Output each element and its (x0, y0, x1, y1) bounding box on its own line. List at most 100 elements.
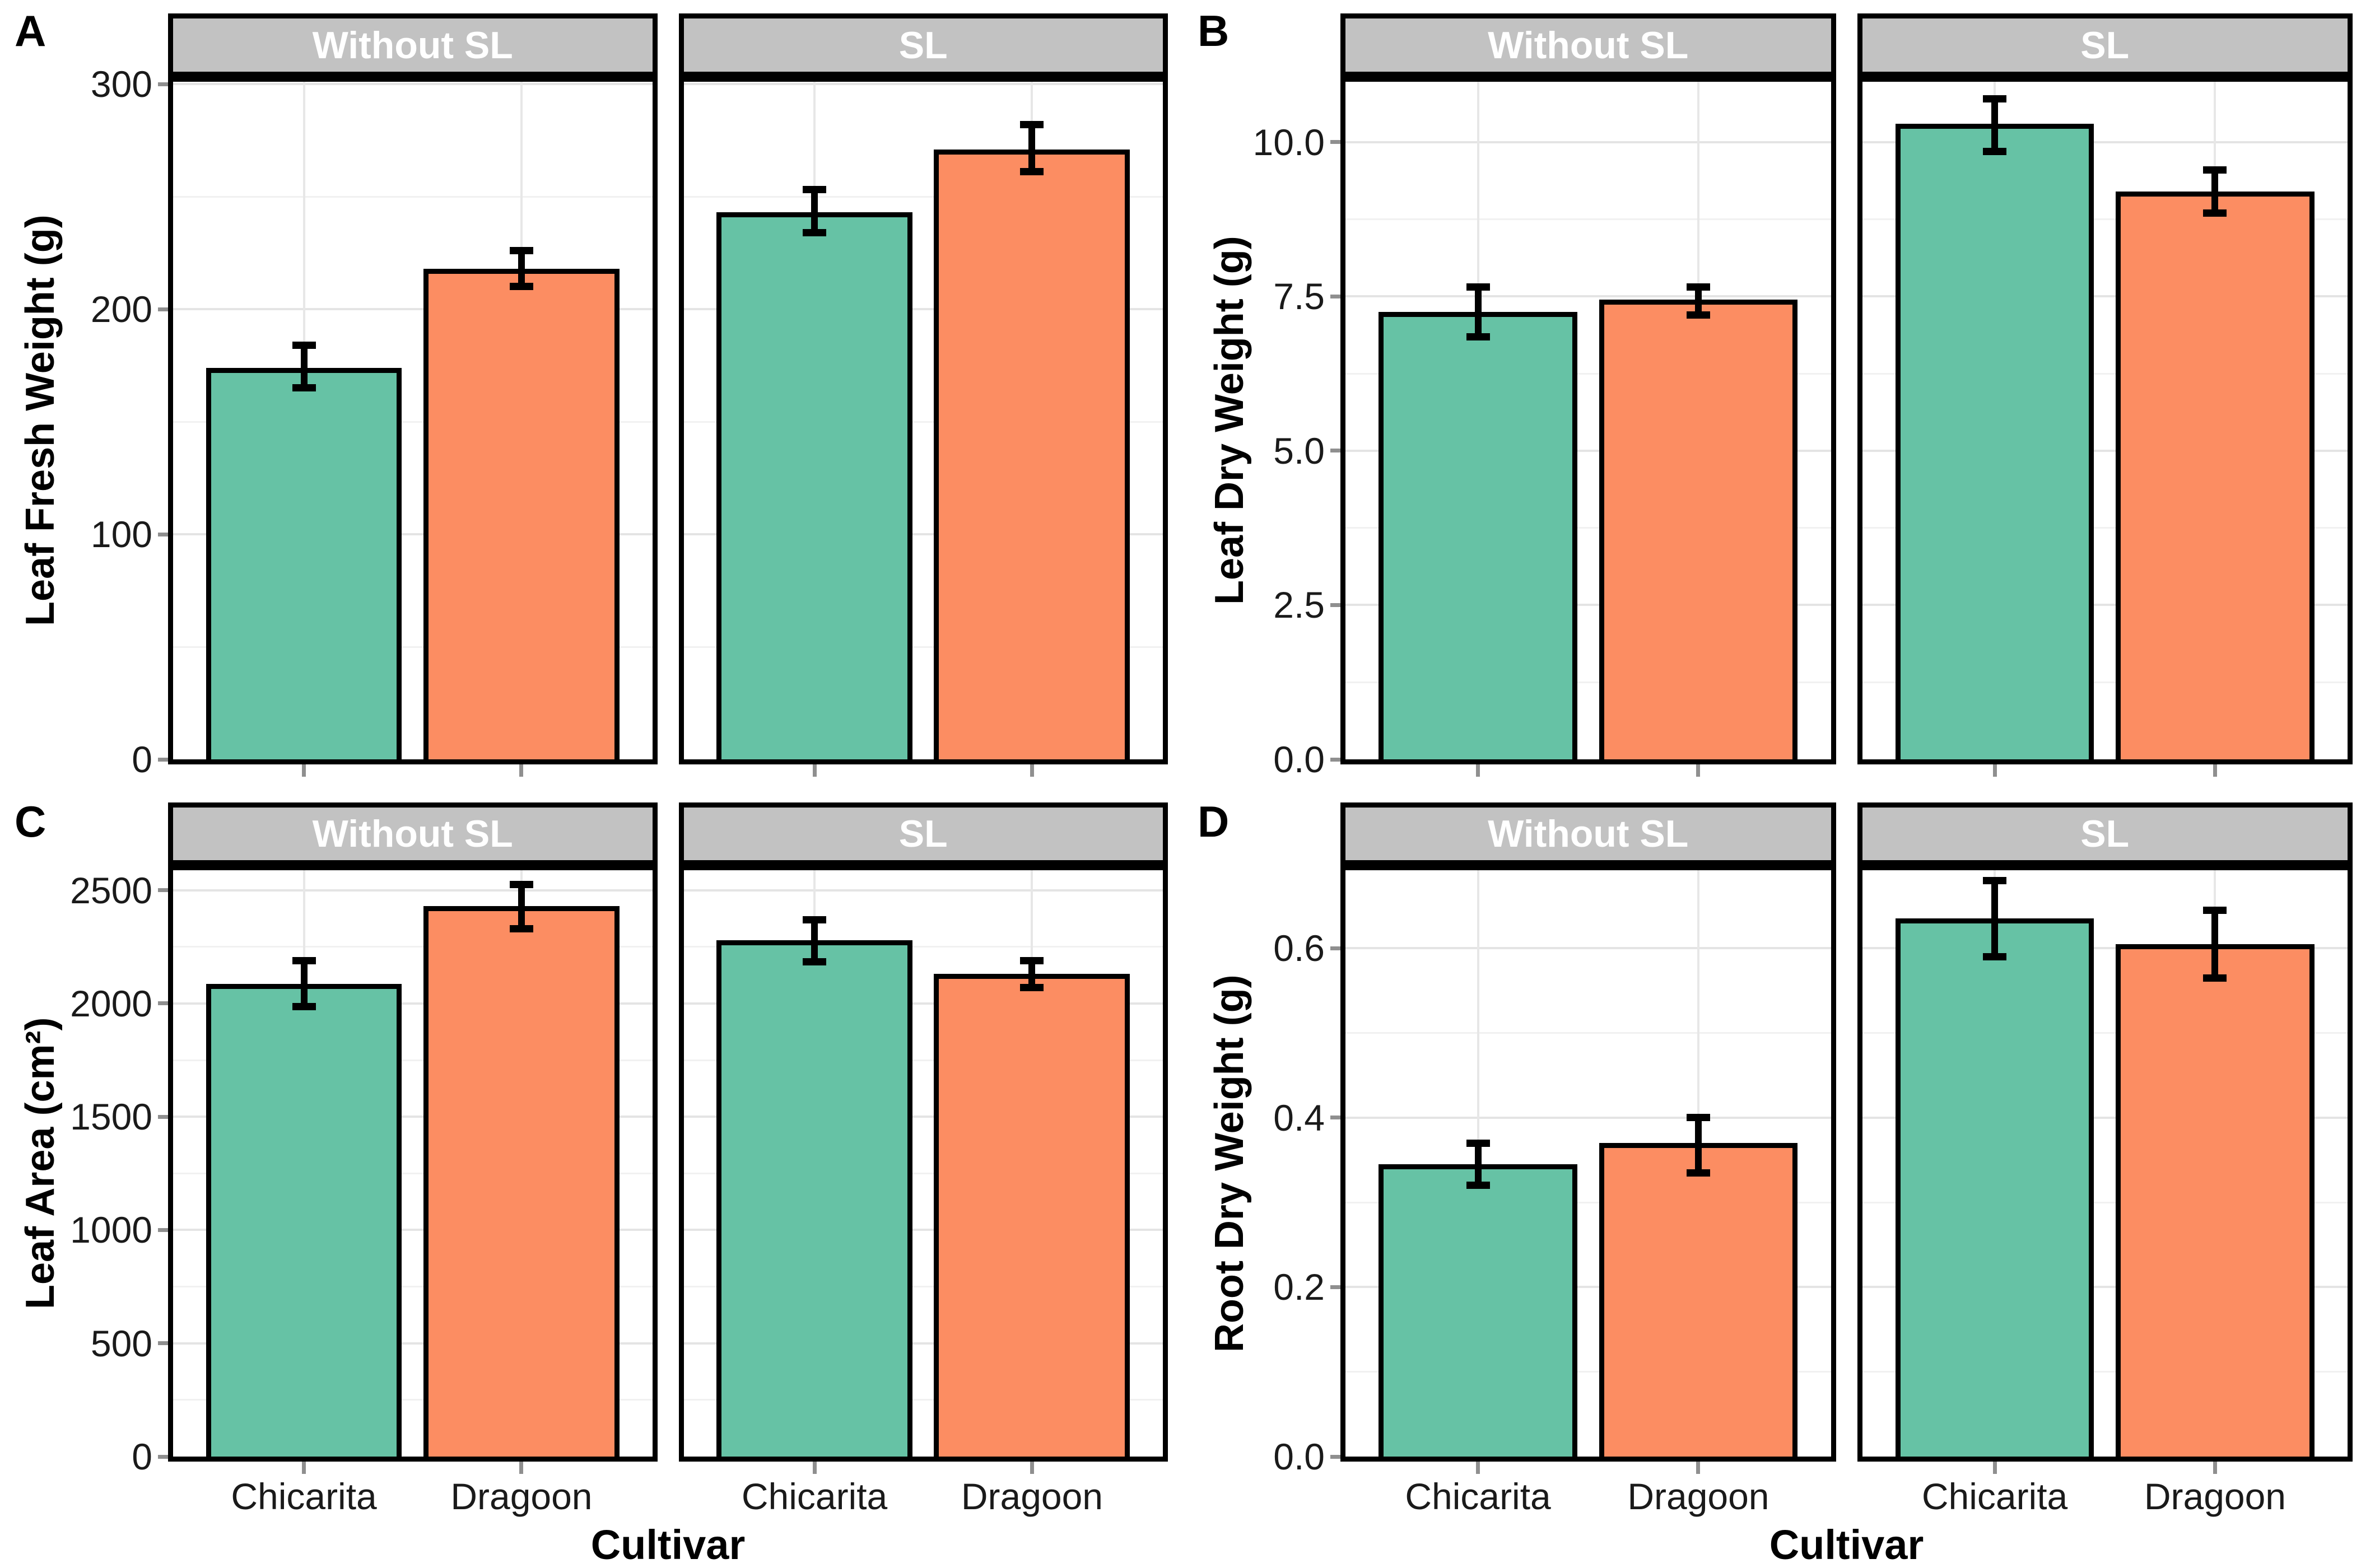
y-tick-mark (1330, 1285, 1340, 1289)
major-gridline (173, 1116, 653, 1118)
facet-strip-label: SL (2080, 813, 2130, 855)
error-bar-cap-bottom (803, 958, 827, 965)
major-gridline (683, 1002, 1163, 1005)
error-bar-cap-bottom (292, 1003, 316, 1011)
minor-gridline (173, 1286, 653, 1288)
panel-d-x-axis-title: Cultivar (1769, 1522, 1924, 1568)
error-bar-cap-top (292, 341, 316, 349)
panel-d-plot-without-sl (1340, 865, 1836, 1462)
minor-gridline (173, 1059, 653, 1061)
error-bar-cap-bottom (292, 384, 316, 392)
panel-c-plot-without-sl (168, 865, 658, 1462)
panel-d-plot-sl (1857, 865, 2353, 1462)
minor-gridline (173, 1172, 653, 1174)
minor-gridline (173, 421, 653, 423)
bar-dragoon-sl (2116, 192, 2315, 759)
major-gridline (1862, 295, 2348, 298)
error-bar-stem (1474, 1143, 1482, 1186)
facet-strip-without-sl: Without SL (168, 802, 658, 865)
x-tick-mark (302, 1462, 306, 1474)
y-tick-label: 200 (90, 288, 152, 330)
major-gridline (173, 889, 653, 892)
minor-gridline (1345, 527, 1831, 529)
facet-strip-sl: SL (1857, 13, 2353, 77)
facet-strip-without-sl: Without SL (1340, 802, 1836, 865)
y-tick-label: 0.6 (1273, 927, 1325, 969)
error-bar-cap-bottom (2203, 209, 2227, 217)
y-tick-label: 10.0 (1252, 121, 1325, 163)
error-bar-cap-top (1983, 95, 2007, 103)
facet-strip-label: SL (898, 24, 948, 67)
error-bar-stem (2211, 910, 2219, 978)
x-tick-mark (812, 1462, 817, 1474)
bar-dragoon-sl (2116, 944, 2315, 1457)
error-bar-cap-bottom (1466, 333, 1490, 340)
major-gridline (173, 1229, 653, 1231)
minor-gridline (173, 195, 653, 198)
x-tick-mark (1476, 764, 1480, 777)
minor-gridline (683, 946, 1163, 948)
y-tick-label: 0.0 (1273, 1436, 1325, 1477)
plot-area (1862, 870, 2348, 1457)
y-tick-mark (158, 1454, 168, 1459)
error-bar-stem (1991, 880, 1999, 957)
minor-gridline (683, 1399, 1163, 1401)
error-bar-stem (1474, 287, 1482, 337)
error-bar-stem (300, 345, 308, 388)
facet-strip-label: Without SL (1488, 813, 1689, 855)
minor-gridline (1862, 218, 2348, 221)
y-tick-label: 1000 (70, 1209, 152, 1251)
facet-strip-sl: SL (678, 13, 1168, 77)
y-tick-mark (158, 1114, 168, 1119)
facet-strip-without-sl: Without SL (168, 13, 658, 77)
error-bar-cap-top (1686, 283, 1710, 291)
facet-strip-label: SL (898, 813, 948, 855)
facet-strip-sl: SL (678, 802, 1168, 865)
minor-gridline (683, 1059, 1163, 1061)
y-tick-mark (1330, 140, 1340, 144)
x-tick-mark (519, 1462, 524, 1474)
panel-d-letter: D (1198, 797, 1230, 846)
y-tick-label: 7.5 (1273, 276, 1325, 318)
major-gridline (1345, 449, 1831, 452)
minor-gridline (683, 1286, 1163, 1288)
y-tick-label: 0 (132, 1436, 152, 1477)
error-bar-cap-top (292, 956, 316, 964)
minor-gridline (683, 1172, 1163, 1174)
error-bar-stem (1991, 99, 1999, 152)
error-bar-cap-bottom (1686, 311, 1710, 319)
bar-dragoon-without-sl (1599, 300, 1798, 759)
y-tick-mark (158, 757, 168, 762)
panel-b-plot-sl (1857, 77, 2353, 764)
error-bar-stem (1694, 287, 1702, 315)
panel-a-plot-sl (678, 77, 1168, 764)
error-bar-stem (300, 960, 308, 1007)
major-gridline (1862, 449, 2348, 452)
bar-chicarita-without-sl (206, 367, 402, 759)
panel-c-x-axis-title: Cultivar (590, 1522, 746, 1568)
bar-dragoon-without-sl (423, 906, 620, 1457)
plot-area (173, 82, 653, 759)
minor-gridline (683, 421, 1163, 423)
major-gridline (683, 889, 1163, 892)
error-bar-cap-bottom (803, 228, 827, 236)
y-tick-label: 0.4 (1273, 1096, 1325, 1138)
minor-gridline (1862, 1201, 2348, 1203)
x-tick-mark (1030, 764, 1034, 777)
bar-chicarita-sl (716, 212, 912, 759)
error-bar-cap-top (2203, 906, 2227, 914)
y-tick-mark (1330, 757, 1340, 762)
y-tick-mark (1330, 603, 1340, 607)
y-tick-mark (158, 888, 168, 893)
major-gridline (1345, 604, 1831, 606)
error-bar-cap-top (1686, 1114, 1710, 1122)
minor-gridline (1862, 681, 2348, 683)
plot-area (683, 870, 1163, 1457)
error-bar-stem (518, 884, 525, 929)
minor-gridline (683, 646, 1163, 648)
y-tick-mark (1330, 449, 1340, 453)
minor-gridline (1345, 1201, 1831, 1203)
error-bar-cap-top (1466, 1139, 1490, 1147)
x-tick-label-dragoon: Dragoon (961, 1476, 1103, 1517)
